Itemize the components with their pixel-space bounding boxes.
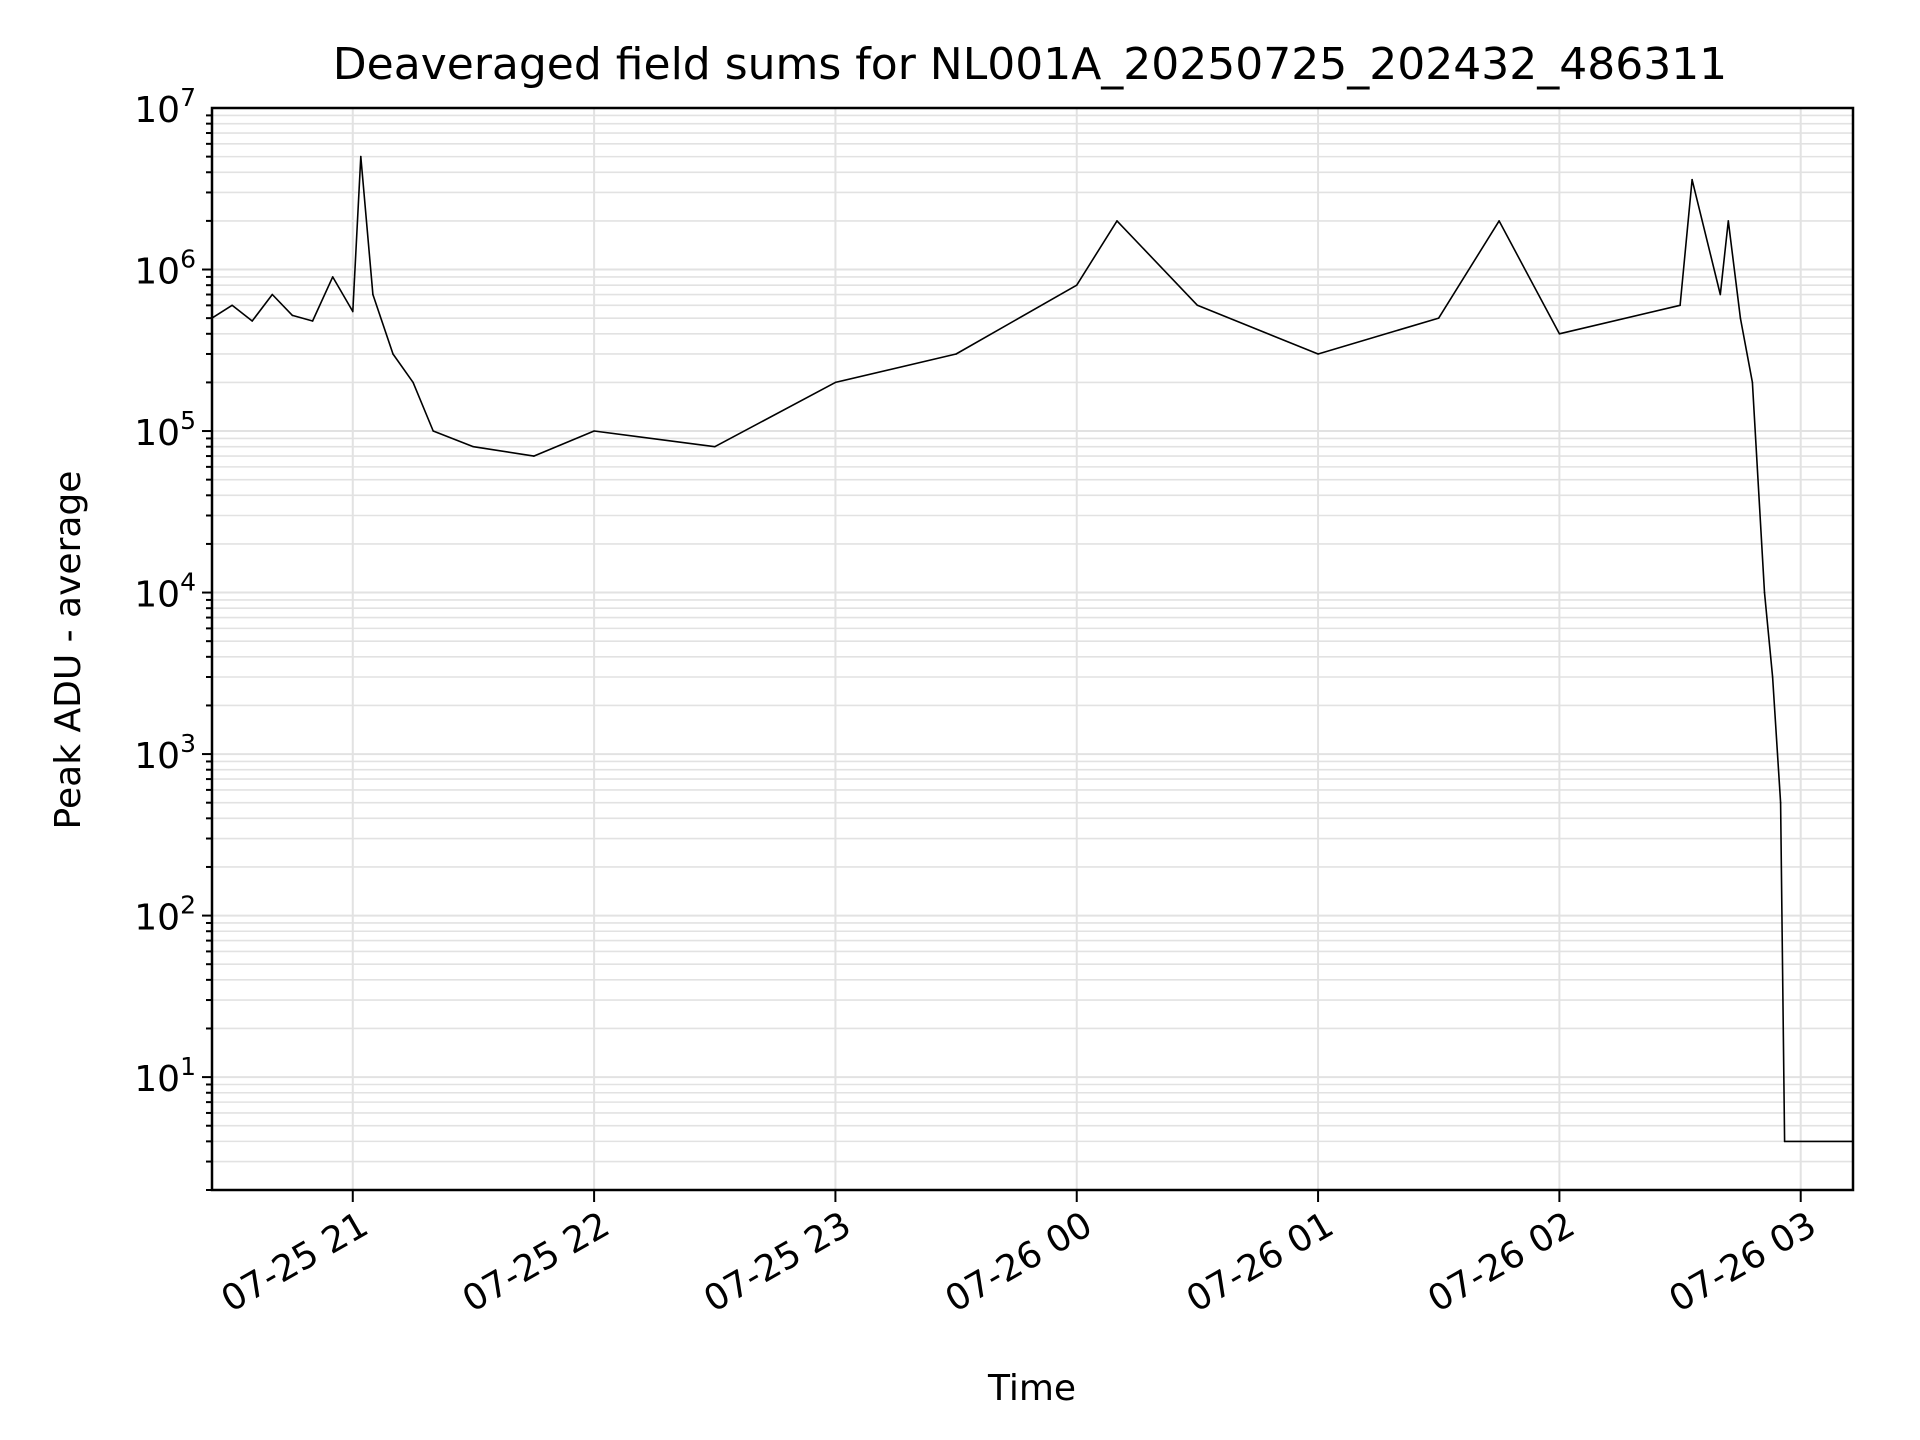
data-point bbox=[291, 314, 294, 317]
grid-layer bbox=[212, 107, 1853, 1191]
y-tick-label-exponent: 3 bbox=[180, 729, 196, 758]
y-tick-label-base: 10 bbox=[134, 736, 180, 777]
data-point bbox=[1751, 381, 1754, 384]
data-point bbox=[432, 430, 435, 432]
data-point bbox=[1196, 304, 1199, 307]
series-layer bbox=[211, 155, 1854, 1143]
y-tick-label-base: 10 bbox=[134, 252, 180, 293]
data-point bbox=[533, 455, 535, 457]
y-tick-label: 106 bbox=[134, 245, 196, 293]
y-tick-label-exponent: 5 bbox=[180, 406, 196, 435]
data-point bbox=[1498, 220, 1500, 222]
data-point bbox=[1719, 293, 1722, 296]
y-tick-label: 107 bbox=[134, 83, 196, 131]
data-point bbox=[834, 381, 837, 384]
x-axis-label: Time bbox=[987, 1368, 1076, 1409]
data-point bbox=[372, 293, 374, 296]
data-point bbox=[392, 353, 394, 355]
y-tick-label-exponent: 6 bbox=[180, 245, 196, 274]
y-tick-label: 101 bbox=[134, 1052, 196, 1100]
y-tick-label: 103 bbox=[134, 729, 196, 777]
data-point bbox=[1558, 333, 1561, 335]
data-point bbox=[1691, 178, 1693, 181]
y-tick-label-exponent: 2 bbox=[180, 891, 196, 920]
data-point bbox=[311, 320, 314, 322]
data-point bbox=[251, 320, 253, 322]
y-tick-label-base: 10 bbox=[134, 413, 180, 454]
data-point bbox=[331, 276, 334, 278]
y-tick-label: 105 bbox=[134, 406, 196, 454]
y-tick-label-exponent: 4 bbox=[180, 568, 196, 597]
data-point bbox=[412, 381, 414, 384]
data-point bbox=[231, 304, 233, 307]
y-axis-label: Peak ADU - average bbox=[48, 471, 89, 830]
data-point bbox=[1075, 284, 1078, 287]
y-tick-label-base: 10 bbox=[134, 1059, 180, 1100]
y-tick-label-exponent: 7 bbox=[180, 83, 196, 112]
data-point bbox=[271, 293, 274, 296]
data-point bbox=[352, 310, 354, 313]
y-tick-label-base: 10 bbox=[134, 575, 180, 616]
data-point bbox=[360, 155, 362, 158]
y-tick-label: 104 bbox=[134, 568, 196, 616]
data-point bbox=[1783, 1140, 1786, 1143]
data-point bbox=[1679, 304, 1681, 307]
y-tick-label-base: 10 bbox=[134, 90, 180, 131]
chart-title: Deaveraged field sums for NL001A_2025072… bbox=[333, 39, 1727, 90]
data-point bbox=[714, 445, 716, 448]
data-point bbox=[593, 430, 595, 432]
y-tick-label: 102 bbox=[134, 891, 196, 939]
data-point bbox=[472, 445, 475, 448]
y-tick-label-exponent: 1 bbox=[180, 1052, 196, 1081]
data-point bbox=[1116, 220, 1118, 222]
data-point bbox=[1317, 353, 1319, 355]
data-point bbox=[1727, 220, 1730, 222]
data-point bbox=[955, 353, 957, 355]
data-point bbox=[1739, 317, 1742, 319]
data-point bbox=[1771, 676, 1774, 678]
axes-layer bbox=[202, 106, 1855, 1202]
data-point bbox=[1763, 591, 1766, 594]
data-point bbox=[1779, 801, 1782, 804]
data-point bbox=[1437, 317, 1440, 319]
y-tick-label-base: 10 bbox=[134, 898, 180, 939]
plot-frame bbox=[210, 106, 1855, 1192]
